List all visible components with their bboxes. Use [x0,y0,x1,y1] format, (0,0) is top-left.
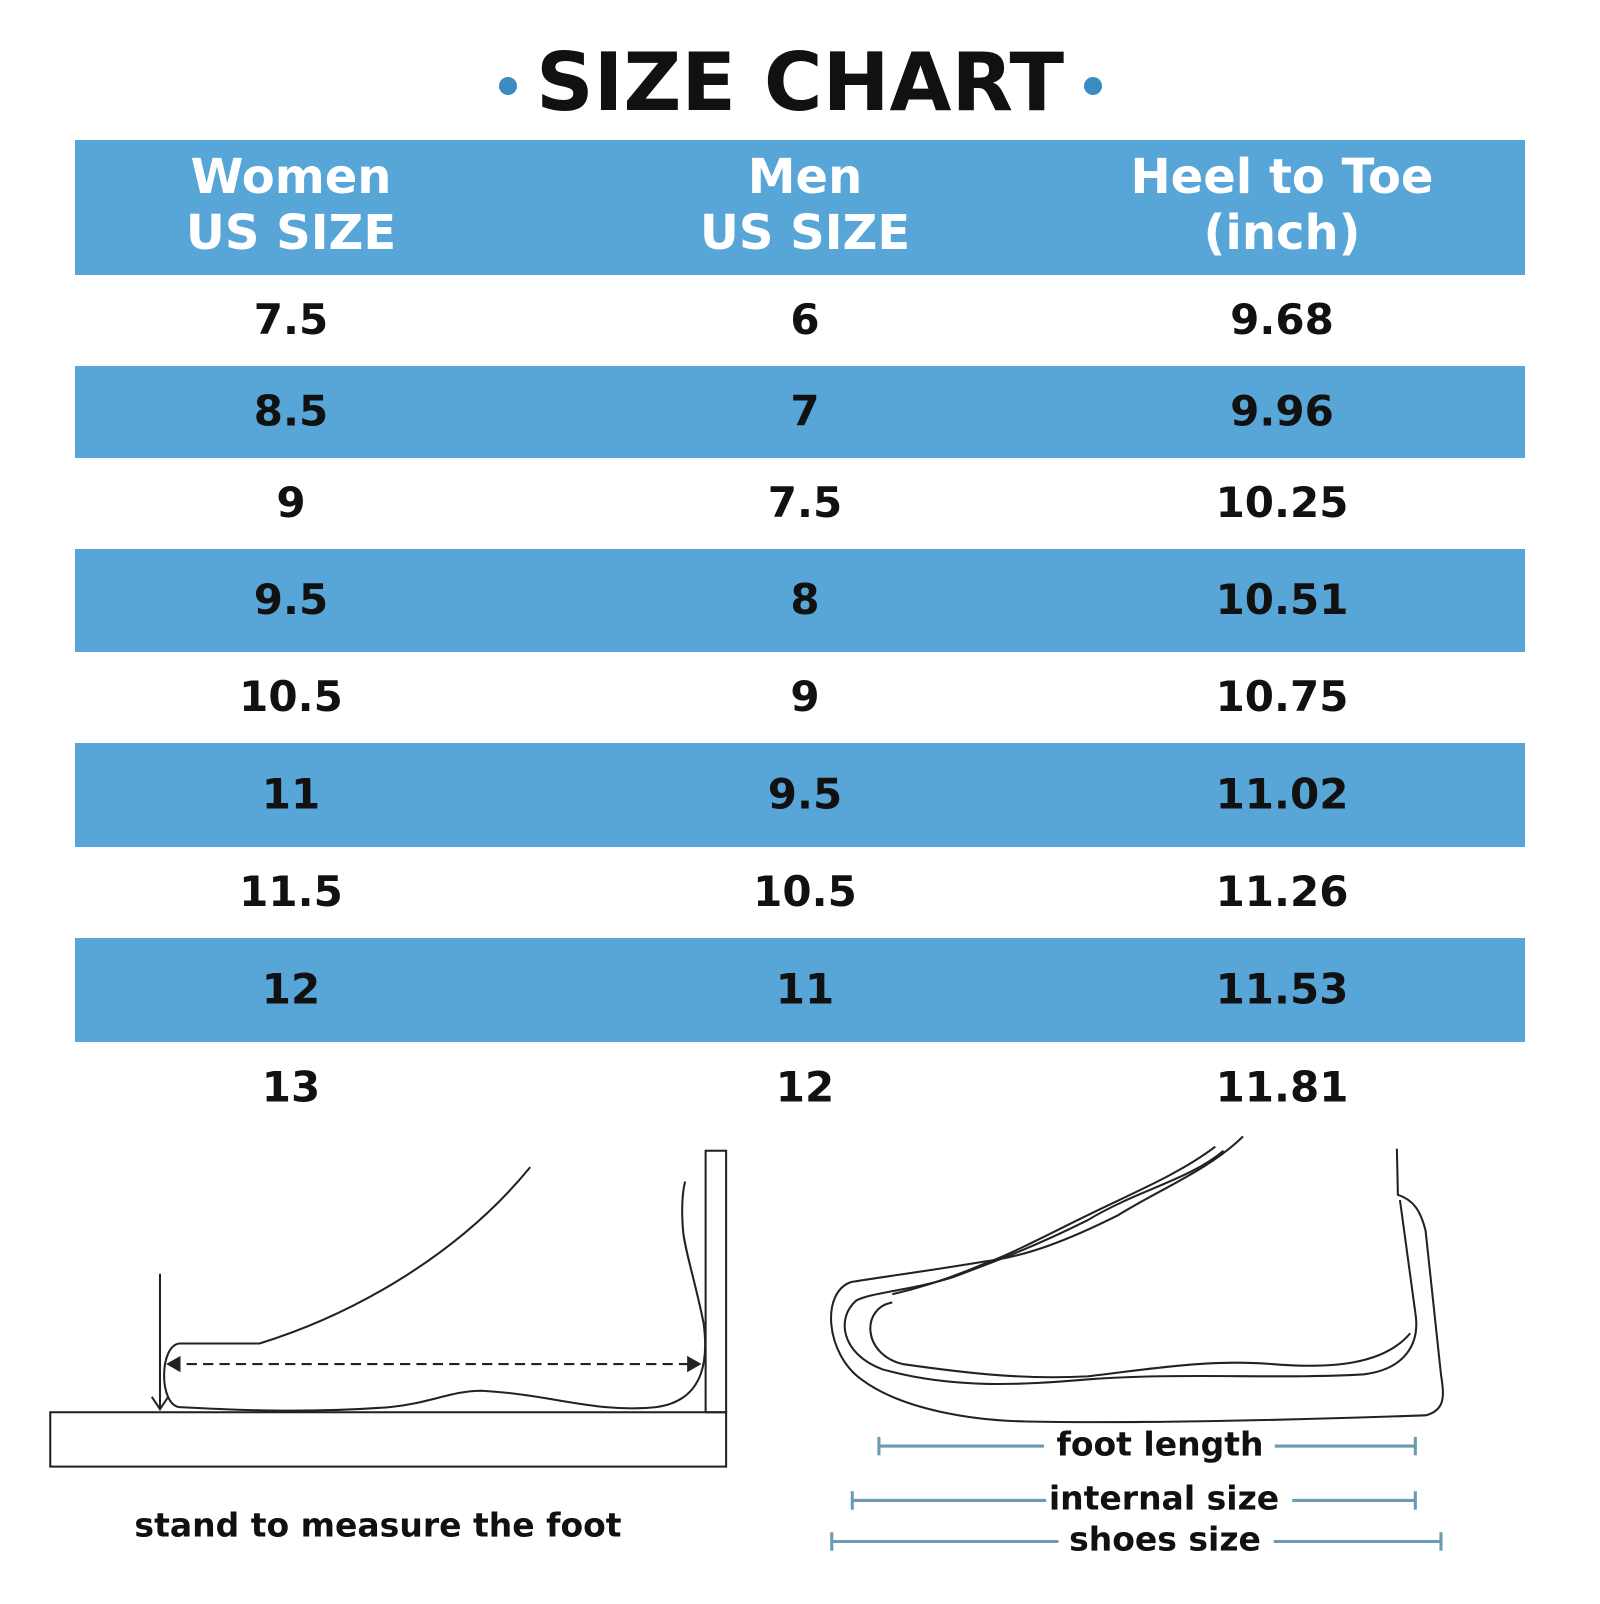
cell: 11.53 [1216,965,1349,1014]
header-cell: Men [748,149,863,205]
cell: 7.5 [768,478,842,527]
header-cell: Heel to Toe [1131,149,1434,205]
cell: 9.96 [1230,387,1334,436]
foot-outline [163,1166,707,1412]
cell: 13 [262,1063,320,1112]
cell: 8.5 [254,387,328,436]
row-band [75,743,1525,847]
cell: 7 [790,387,819,436]
size-lines [830,1436,1443,1551]
title-dot [1084,77,1102,95]
shoe-outline [830,1135,1444,1424]
cell: 10.5 [239,672,343,721]
header-cell: US SIZE [700,205,910,261]
cell: 11.02 [1216,770,1349,819]
arrow-head [150,1396,170,1412]
cell: 9.5 [768,770,842,819]
cell: 9 [276,478,305,527]
legend-label: internal size [1049,1479,1279,1518]
cell: 9.68 [1230,295,1334,344]
header-cell: (inch) [1203,205,1360,261]
cell: 10.75 [1216,672,1349,721]
cell: 7.5 [254,295,328,344]
insole-outline [843,1149,1418,1386]
header-cell: US SIZE [186,205,396,261]
cell: 11 [262,770,320,819]
legend-label: foot length [1056,1425,1263,1464]
cell: 11.81 [1216,1063,1349,1112]
cell: 10.51 [1216,575,1349,624]
cell: 10.5 [753,867,857,916]
header-row [75,140,1525,275]
cell: 8 [790,575,819,624]
row-band [75,938,1525,1042]
cell: 11 [776,965,834,1014]
title: SIZE CHART [536,36,1064,129]
cell: 12 [776,1063,834,1112]
row-band [75,549,1525,652]
cell: 9 [790,672,819,721]
header-cell: Women [191,149,392,205]
cell: 10.25 [1216,478,1349,527]
legend-label: shoes size [1069,1520,1261,1559]
measure-illustration [49,1135,1444,1551]
row-band [75,366,1525,458]
cell: 6 [790,295,819,344]
measure-caption: stand to measure the foot [134,1506,621,1545]
cell: 11.26 [1216,867,1349,916]
cell: 11.5 [239,867,343,916]
cell: 9.5 [254,575,328,624]
cell: 12 [262,965,320,1014]
wall [704,1149,728,1414]
floor [49,1411,728,1468]
title-dot [499,77,517,95]
foot-outline [869,1145,1411,1379]
